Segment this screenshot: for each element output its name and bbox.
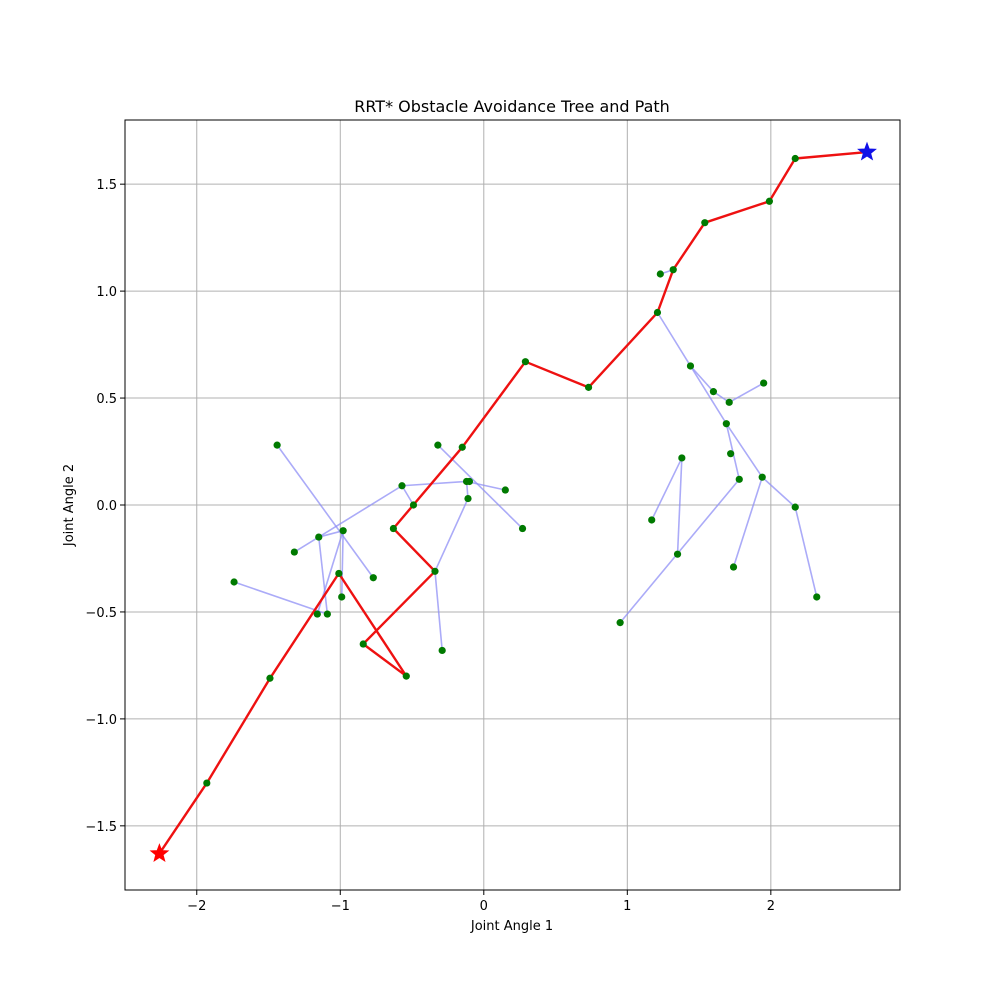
tree-edge [676, 457, 683, 555]
tree-node [266, 674, 274, 682]
tree-edge [728, 382, 765, 404]
tree-node [359, 640, 367, 648]
tree-node [791, 503, 799, 511]
tree-edge [732, 476, 763, 568]
tree-node [669, 266, 677, 274]
tree-node [686, 362, 695, 370]
x-tick-label: 1 [623, 899, 631, 914]
tree-node [230, 578, 238, 586]
chart-title: RRT* Obstacle Avoidance Tree and Path [354, 97, 670, 116]
tree-node [398, 482, 406, 490]
tree-node [335, 569, 343, 578]
y-tick-label: 1.0 [96, 285, 117, 300]
grid [125, 120, 900, 890]
tree-edge [401, 485, 415, 506]
tree-node [273, 441, 281, 449]
tree-edge [725, 423, 763, 478]
tree-edge [233, 581, 328, 615]
tree-edge [466, 480, 506, 491]
tree-node [402, 672, 410, 680]
tree-node [760, 379, 768, 387]
x-tick-label: 2 [767, 899, 775, 914]
y-tick-label: 1.5 [96, 178, 117, 193]
tree-node [758, 473, 766, 481]
y-tick-label: −0.5 [85, 606, 117, 621]
tree-node [465, 477, 474, 486]
tree-nodes [203, 154, 821, 787]
tree-node [765, 197, 773, 205]
tree-edge [656, 312, 692, 367]
tree-edge [761, 476, 796, 508]
tree-node [458, 443, 466, 451]
tree-node [656, 270, 664, 278]
y-tick-label: −1.5 [85, 820, 117, 835]
tree-edge [650, 457, 683, 521]
y-tick-label: 0.0 [96, 499, 117, 514]
y-tick-label: −1.0 [85, 713, 117, 728]
x-tick-label: −1 [331, 899, 350, 914]
goal-star-icon [857, 141, 877, 161]
x-tick-label: −2 [187, 899, 206, 914]
tree-node [464, 494, 472, 503]
tree-edge [619, 478, 740, 624]
tree-edge [276, 444, 374, 579]
tree-edge [434, 498, 469, 572]
x-axis-label: Joint Angle 1 [470, 919, 553, 934]
tree-node [701, 219, 709, 227]
tree-node [735, 475, 743, 483]
tree-node [729, 563, 738, 571]
tree-node [616, 619, 624, 627]
tree-node [338, 593, 346, 601]
tree-node [323, 610, 331, 618]
tree-node [678, 454, 686, 462]
tree-node [813, 593, 821, 601]
tree-node [791, 154, 799, 163]
tree-edge [401, 480, 467, 487]
tree-node [727, 450, 735, 458]
tree-node [339, 527, 347, 535]
tree-node [653, 308, 662, 317]
y-axis-label: Joint Angle 2 [62, 464, 77, 547]
tree-edge [434, 571, 443, 651]
tree-node [315, 533, 323, 541]
tree-node [501, 486, 509, 494]
tree-node [409, 501, 418, 509]
tree-node [584, 383, 593, 391]
tree-node [673, 550, 682, 558]
start-star-icon [149, 843, 170, 863]
tree-node [203, 779, 211, 787]
tree-node [369, 574, 377, 582]
tree-edge [318, 485, 403, 538]
tree-node [518, 524, 527, 533]
tree-node [431, 567, 439, 575]
tree-node [722, 420, 730, 428]
endpoint-markers [149, 141, 877, 863]
tree-node [290, 548, 298, 556]
x-tick-label: 0 [480, 899, 488, 914]
tree-edge [340, 530, 344, 597]
axis-ticks: −2 −1 0 1 2 −1.5 −1.0 −0.5 0.0 0.5 1.0 1.5 [85, 178, 775, 914]
tree-node [709, 388, 718, 396]
tree-edge [293, 536, 320, 553]
tree-node [725, 398, 733, 406]
tree-node [389, 524, 397, 533]
tree-node [648, 516, 656, 524]
tree-edge [794, 506, 818, 598]
tree-node [313, 610, 321, 618]
y-tick-label: 0.5 [96, 392, 117, 407]
tree-node [521, 358, 530, 366]
tree-edge [689, 365, 728, 425]
tree-edge [317, 536, 329, 615]
tree-node [434, 441, 442, 449]
tree-node [438, 646, 446, 655]
tree-edge [689, 365, 715, 393]
